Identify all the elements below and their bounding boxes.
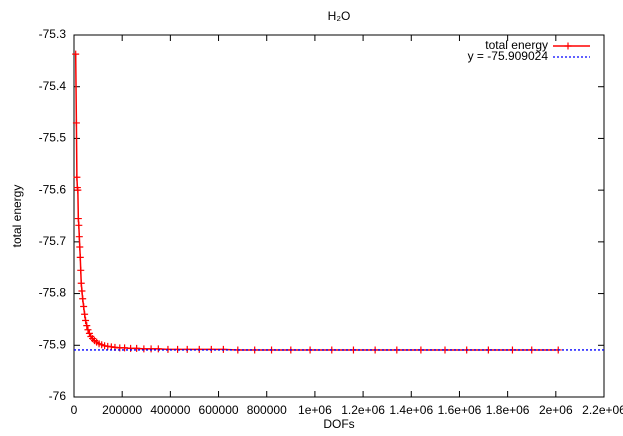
data-point (83, 322, 91, 330)
y-tick-label: -75.5 (39, 131, 67, 145)
x-tick-label: 1e+06 (298, 403, 332, 417)
data-point (80, 303, 88, 310)
x-tick-label: 2.2e+06 (582, 403, 623, 417)
x-tick-label: 1.2e+06 (341, 403, 385, 417)
data-point (78, 287, 86, 295)
data-point (82, 316, 90, 324)
data-point (77, 266, 85, 274)
x-tick-label: 1.6e+06 (438, 403, 482, 417)
x-tick-label: 400000 (150, 403, 190, 417)
y-tick-label: -75.9 (39, 337, 67, 351)
y-tick-label: -75.3 (39, 27, 67, 41)
data-point (121, 344, 129, 352)
data-point (81, 310, 89, 318)
data-point (76, 243, 84, 251)
x-tick-label: 200000 (102, 403, 142, 417)
data-point (75, 233, 83, 241)
x-axis-label: DOFs (323, 417, 354, 431)
plot-frame (73, 34, 605, 398)
data-line (74, 54, 559, 351)
y-tick-label: -75.8 (39, 286, 67, 300)
data-point (74, 186, 82, 194)
chart-title: H₂O (328, 9, 351, 23)
data-point (76, 253, 84, 261)
x-tick-label: 600000 (199, 403, 239, 417)
y-tick-label: -75.7 (39, 234, 67, 248)
x-tick-label: 0 (71, 403, 78, 417)
data-point (72, 119, 80, 127)
legend-label: y = -75.909024 (468, 49, 549, 63)
y-tick-label: -76 (49, 389, 67, 403)
data-point (147, 345, 155, 353)
x-tick-label: 1.8e+06 (486, 403, 530, 417)
data-point (77, 279, 85, 287)
y-tick-label: -75.4 (39, 79, 67, 93)
data-point (84, 326, 92, 334)
data-point (127, 344, 135, 352)
data-point (75, 221, 83, 229)
data-point (133, 344, 141, 352)
y-tick-label: -75.6 (39, 182, 67, 196)
legend-label: total energy (485, 38, 548, 52)
x-tick-label: 800000 (247, 403, 287, 417)
y-axis-label: total energy (10, 185, 24, 248)
x-tick-label: 2e+06 (539, 403, 573, 417)
data-point (73, 173, 81, 181)
data-point (79, 295, 87, 303)
data-point (140, 345, 148, 353)
data-point (154, 345, 162, 353)
data-point (74, 215, 82, 223)
legend-marker (564, 42, 572, 50)
data-point (72, 50, 80, 58)
x-tick-label: 1.4e+06 (389, 403, 433, 417)
data-point (85, 329, 93, 337)
